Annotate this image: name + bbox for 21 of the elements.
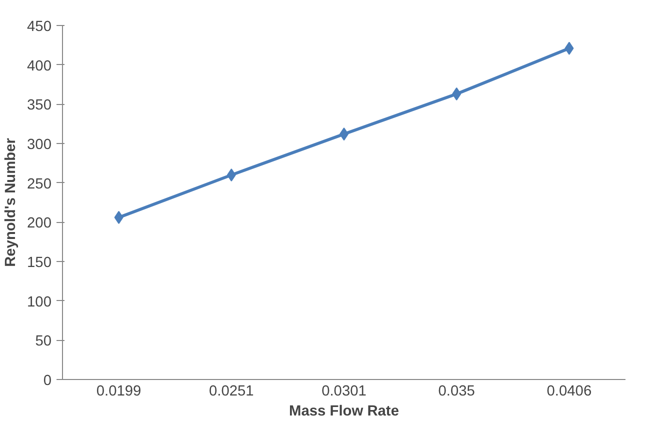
y-tick-label: 450 [27, 19, 52, 35]
x-tick-label: 0.0301 [322, 384, 366, 400]
y-tick-label: 50 [35, 334, 52, 350]
x-tick-label: 0.0406 [546, 384, 592, 400]
point [452, 87, 462, 100]
point [114, 210, 124, 224]
y-tick-label: 100 [27, 294, 52, 310]
y-tick-label: 250 [27, 176, 52, 192]
y-tick-label: 300 [27, 137, 52, 153]
y-tick-label: 200 [27, 216, 52, 232]
point [226, 168, 236, 182]
x-tick-label: 0.0199 [96, 384, 142, 400]
y-tick-label: 0 [43, 373, 52, 389]
x-axis-title: Mass Flow Rate [289, 404, 399, 420]
x-tick-label: 0.0251 [208, 384, 254, 400]
y-tick-label: 350 [27, 98, 52, 114]
y-axis-title: Reynold's Number [3, 138, 20, 267]
y-tick-label: 400 [27, 58, 52, 74]
point [564, 42, 574, 55]
y-tick-label: 150 [27, 255, 52, 271]
x-tick-label: 0.035 [438, 384, 475, 400]
